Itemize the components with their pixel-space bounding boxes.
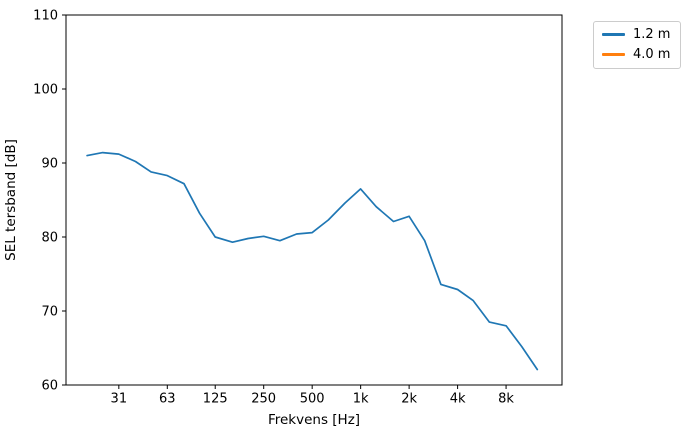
- x-tick-label-31: 31: [111, 392, 128, 407]
- y-tick-label-90: 90: [41, 157, 58, 172]
- x-tick-label-4k: 4k: [450, 392, 466, 407]
- x-tick-label-1k: 1k: [353, 392, 369, 407]
- legend-label: 4.0 m: [633, 47, 671, 62]
- legend-entry-4-0-m: 4.0 m: [602, 47, 670, 62]
- legend-line-sample-4-0-m: [602, 53, 625, 56]
- x-tick-label-125: 125: [203, 392, 228, 407]
- x-axis-label: Frekvens [Hz]: [268, 412, 360, 428]
- y-tick-label-110: 110: [33, 9, 58, 24]
- x-tick-label-250: 250: [251, 392, 276, 407]
- legend-entry-1-2-m: 1.2 m: [602, 27, 670, 42]
- y-axis-label: SEL tersband [dB]: [3, 139, 19, 261]
- y-tick-label-100: 100: [33, 83, 58, 98]
- legend: 1.2 m 4.0 m: [593, 21, 682, 69]
- y-tick-label-70: 70: [41, 305, 58, 320]
- x-tick-label-500: 500: [300, 392, 325, 407]
- y-tick-label-80: 80: [41, 231, 58, 246]
- legend-line-sample-1-2-m: [602, 33, 625, 36]
- x-tick-label-2k: 2k: [401, 392, 417, 407]
- plot-border: [65, 14, 563, 386]
- series-line-1-2-m: [86, 151, 539, 371]
- y-tick-label-60: 60: [41, 379, 58, 394]
- legend-label: 1.2 m: [633, 27, 671, 42]
- x-tick-label-8k: 8k: [498, 392, 514, 407]
- x-tick-label-63: 63: [159, 392, 176, 407]
